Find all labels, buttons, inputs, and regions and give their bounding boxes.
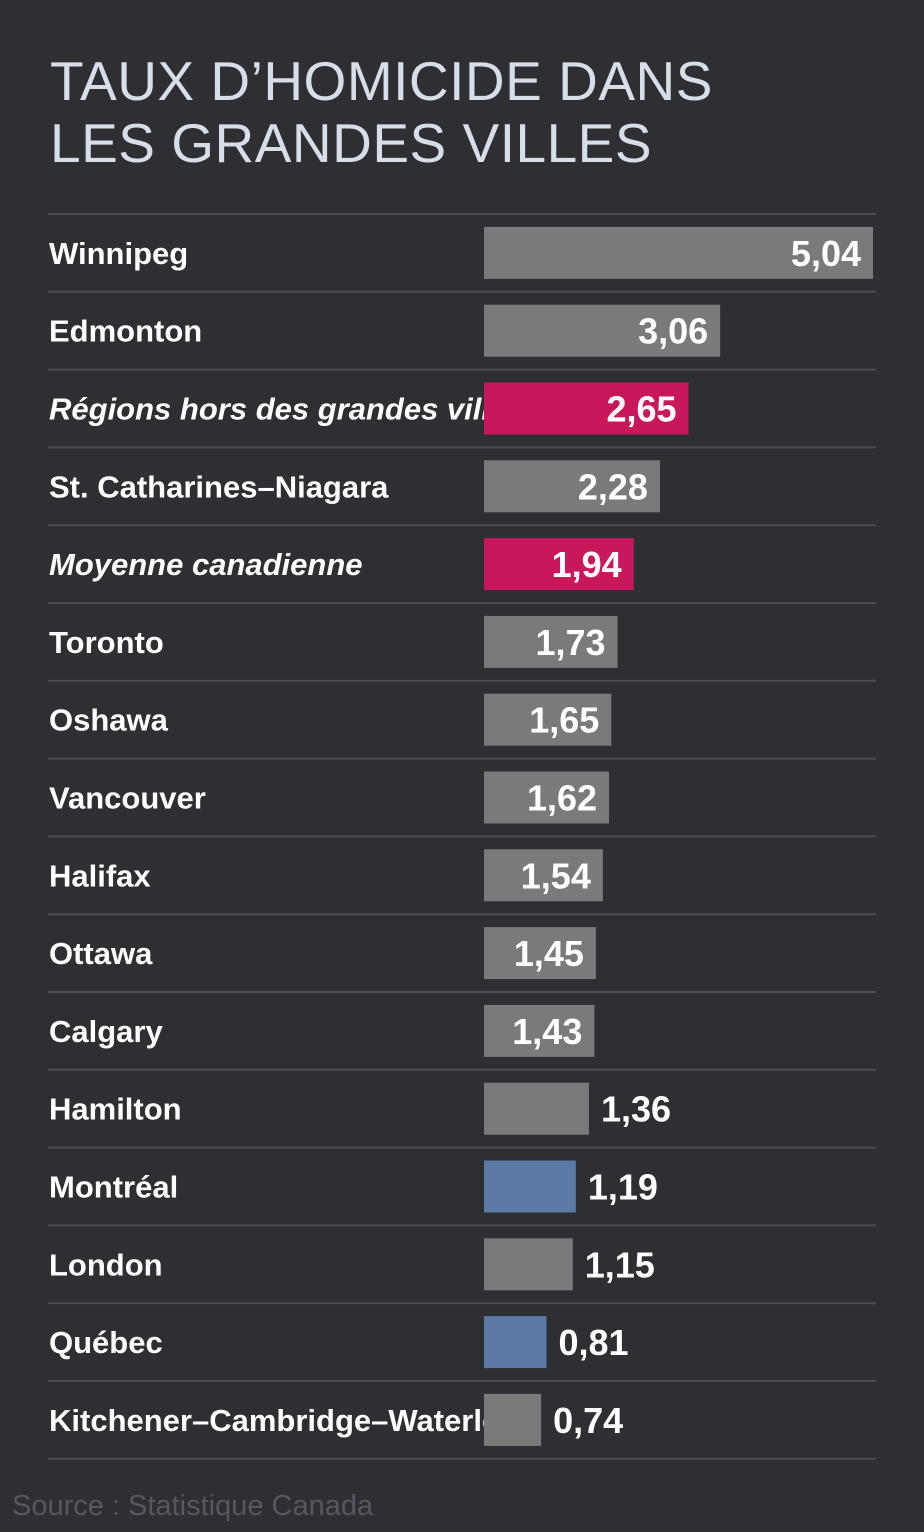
- category-label: Moyenne canadienne: [49, 547, 363, 582]
- bar-row: London 1,15: [48, 1238, 876, 1305]
- value-label: 1,43: [512, 1011, 582, 1052]
- bar-row: Montréal 1,19: [48, 1160, 876, 1227]
- value-label: 0,81: [559, 1322, 629, 1363]
- bar: [484, 1316, 547, 1369]
- category-label: Vancouver: [49, 781, 206, 816]
- source-note: Source : Statistique Canada: [12, 1490, 374, 1522]
- bar-row: Moyenne canadienne 1,94: [48, 538, 876, 604]
- category-label: St. Catharines–Niagara: [49, 469, 389, 504]
- category-label: Winnipeg: [49, 236, 188, 271]
- bar-row: Hamilton 1,36: [48, 1082, 876, 1149]
- value-label: 1,65: [529, 700, 599, 741]
- bar: [484, 460, 660, 513]
- bar: [484, 1393, 542, 1446]
- bar-row: Halifax 1,54: [48, 849, 876, 916]
- bar: [484, 538, 634, 591]
- value-label: 1,15: [585, 1244, 655, 1285]
- category-label: Edmonton: [49, 314, 202, 349]
- category-label: Montréal: [49, 1170, 178, 1205]
- bar: [484, 927, 596, 980]
- category-label: Kitchener–Cambridge–Waterloo: [49, 1403, 520, 1438]
- category-label: Toronto: [49, 625, 164, 660]
- value-label: 1,94: [552, 544, 622, 585]
- bar: [484, 615, 618, 668]
- value-label: 2,28: [578, 466, 648, 507]
- bar: [484, 382, 689, 435]
- category-label: Hamilton: [49, 1092, 182, 1127]
- category-label: Québec: [49, 1325, 163, 1360]
- chart-title-line-1: TAUX D’HOMICIDE DANS: [50, 50, 713, 112]
- bar: [484, 1082, 589, 1135]
- chart-title-line-2: LES GRANDES VILLES: [50, 112, 653, 174]
- bar: [484, 1238, 573, 1291]
- bar-row: Kitchener–Cambridge–Waterloo 0,74: [48, 1393, 876, 1460]
- bar-row: Calgary 1,43: [48, 1004, 876, 1071]
- bar-row: Edmonton 3,06: [48, 304, 876, 371]
- category-label: Régions hors des grandes villes: [49, 392, 525, 427]
- value-label: 1,73: [535, 622, 605, 663]
- bar-row: Régions hors des grandes villes 2,65: [48, 382, 876, 449]
- bar: [484, 1160, 576, 1213]
- value-label: 3,06: [638, 311, 708, 352]
- bar: [484, 304, 721, 357]
- value-label: 5,04: [791, 233, 861, 274]
- bar: [484, 771, 610, 824]
- category-label: Calgary: [49, 1014, 163, 1049]
- bar-row: Oshawa 1,65: [48, 693, 876, 760]
- bar-row: Toronto 1,73: [48, 615, 876, 682]
- bar: [484, 849, 603, 902]
- category-label: Halifax: [49, 858, 151, 893]
- bar: [484, 226, 873, 279]
- category-label: Ottawa: [49, 936, 153, 971]
- value-label: 1,45: [514, 933, 584, 974]
- bar-row: Winnipeg 5,04: [48, 226, 876, 293]
- value-label: 1,36: [601, 1089, 671, 1130]
- bar: [484, 1004, 595, 1057]
- value-label: 1,19: [588, 1167, 658, 1208]
- value-label: 0,74: [553, 1400, 623, 1441]
- value-label: 2,65: [606, 389, 676, 430]
- bar-chart: Winnipeg 5,04 Edmonton 3,06 Régions hors des…: [48, 213, 876, 1460]
- bar: [484, 693, 612, 746]
- category-label: Oshawa: [49, 703, 169, 738]
- chart-title: TAUX D’HOMICIDE DANS LES GRANDES VILLES: [50, 50, 870, 174]
- bar-row: St. Catharines–Niagara 2,28: [48, 460, 876, 527]
- category-label: London: [49, 1247, 163, 1282]
- value-label: 1,54: [521, 855, 591, 896]
- bar-row: Québec 0,81: [48, 1316, 876, 1382]
- bar-row: Ottawa 1,45: [48, 927, 876, 993]
- bar-row: Vancouver 1,62: [48, 771, 876, 838]
- value-label: 1,62: [527, 778, 597, 819]
